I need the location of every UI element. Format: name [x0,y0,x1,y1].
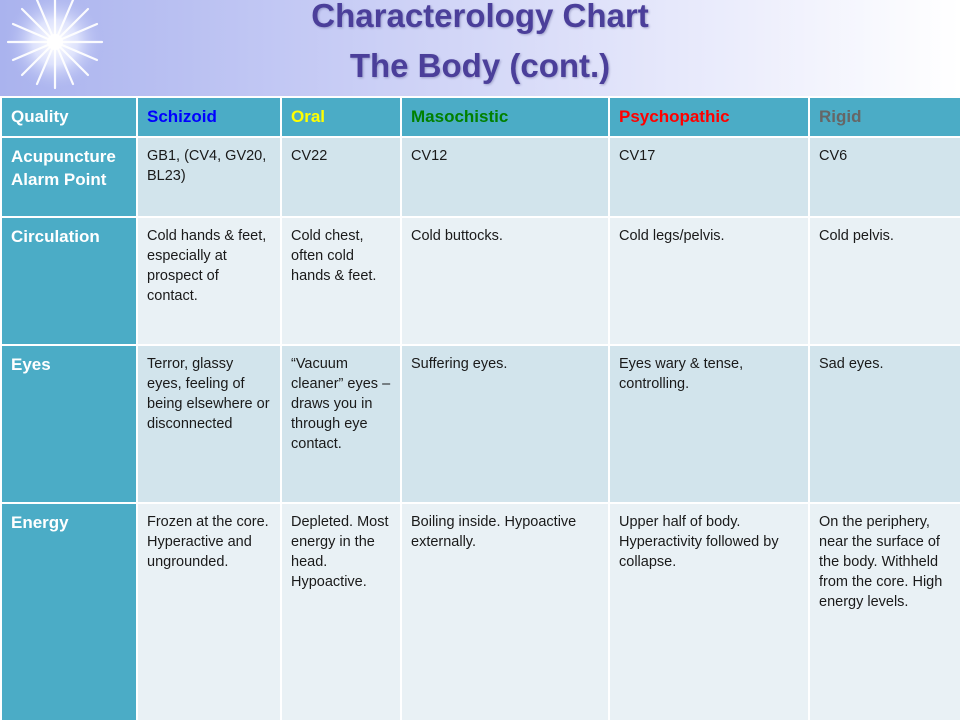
table-cell: CV6 [808,136,960,218]
column-header-masochistic: Masochistic [400,96,610,138]
title-band [0,0,960,96]
table-cell: Cold buttocks. [400,216,610,346]
table-cell: Boiling inside. Hypoactive externally. [400,502,610,722]
table-cell: Frozen at the core. Hyperactive and ungr… [136,502,282,722]
table-cell: Sad eyes. [808,344,960,504]
table-row: Circulation Cold hands & feet, especiall… [0,216,960,346]
starburst-icon [5,0,105,92]
table-row: Energy Frozen at the core. Hyperactive a… [0,502,960,722]
table-cell: On the periphery, near the surface of th… [808,502,960,722]
table-row: Acupuncture Alarm Point GB1, (CV4, GV20,… [0,136,960,218]
column-header-quality: Quality [0,96,138,138]
table-cell: Eyes wary & tense, controlling. [608,344,810,504]
page-title: Characterology Chart [311,0,649,34]
row-label-circulation: Circulation [0,216,138,346]
table-cell: CV17 [608,136,810,218]
table-cell: Cold chest, often cold hands & feet. [280,216,402,346]
table-cell: Cold pelvis. [808,216,960,346]
column-header-rigid: Rigid [808,96,960,138]
table-cell: Depleted. Most energy in the head. Hypoa… [280,502,402,722]
table-cell: “Vacuum cleaner” eyes – draws you in thr… [280,344,402,504]
row-label-energy: Energy [0,502,138,722]
column-header-psychopathic: Psychopathic [608,96,810,138]
header-row: Quality Schizoid Oral Masochistic Psycho… [0,96,960,138]
table-cell: Suffering eyes. [400,344,610,504]
table-cell: CV12 [400,136,610,218]
column-header-oral: Oral [280,96,402,138]
table-cell: Terror, glassy eyes, feeling of being el… [136,344,282,504]
table-cell: Cold hands & feet, especially at prospec… [136,216,282,346]
column-header-schizoid: Schizoid [136,96,282,138]
table-cell: GB1, (CV4, GV20, BL23) [136,136,282,218]
row-label-eyes: Eyes [0,344,138,504]
table-cell: Cold legs/pelvis. [608,216,810,346]
table-cell: Upper half of body. Hyperactivity follow… [608,502,810,722]
row-label-acupuncture: Acupuncture Alarm Point [0,136,138,218]
table-row: Eyes Terror, glassy eyes, feeling of bei… [0,344,960,504]
table-cell: CV22 [280,136,402,218]
page-subtitle: The Body (cont.) [349,47,611,84]
characterology-table: Quality Schizoid Oral Masochistic Psycho… [0,96,960,722]
